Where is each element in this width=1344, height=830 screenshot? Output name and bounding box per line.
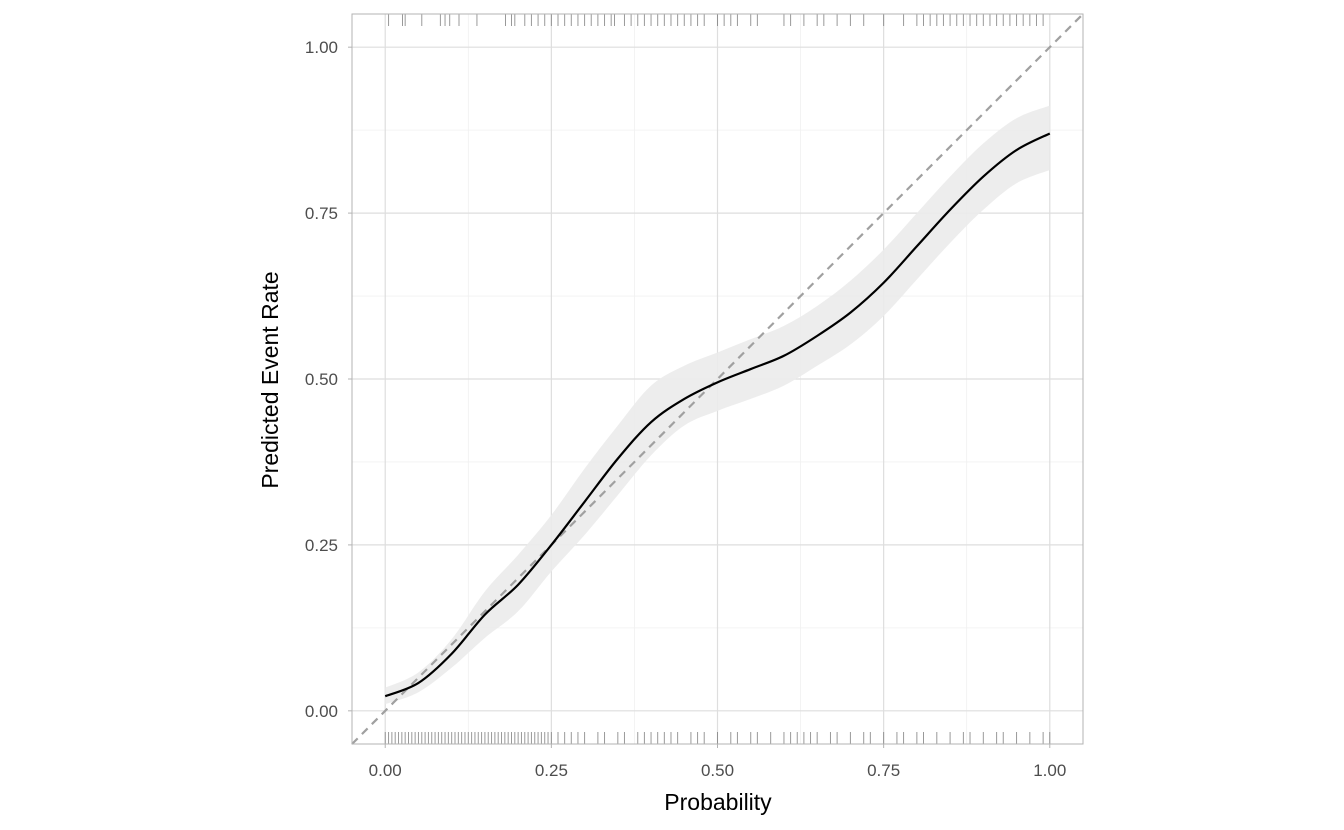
x-tick-label: 1.00: [1033, 761, 1066, 780]
x-axis-ticks: 0.00 0.25 0.50 0.75 1.00: [369, 744, 1066, 780]
x-tick-label: 0.25: [535, 761, 568, 780]
rug-marks: [384, 14, 1051, 744]
x-tick-label: 0.75: [867, 761, 900, 780]
y-axis-title: Predicted Event Rate: [257, 271, 283, 488]
y-tick-label: 0.50: [305, 370, 338, 389]
y-tick-label: 0.25: [305, 536, 338, 555]
x-tick-label: 0.50: [701, 761, 734, 780]
reference-line: [351, 13, 1084, 745]
smooth-curve: [384, 132, 1051, 698]
x-tick-label: 0.00: [369, 761, 402, 780]
y-axis-ticks: 0.00 0.25 0.50 0.75 1.00: [305, 38, 352, 721]
x-axis-title: Probability: [664, 789, 772, 815]
grid: [352, 14, 1083, 744]
confidence-band: [385, 105, 1050, 705]
y-tick-label: 0.00: [305, 702, 338, 721]
y-tick-label: 0.75: [305, 204, 338, 223]
y-tick-label: 1.00: [305, 38, 338, 57]
